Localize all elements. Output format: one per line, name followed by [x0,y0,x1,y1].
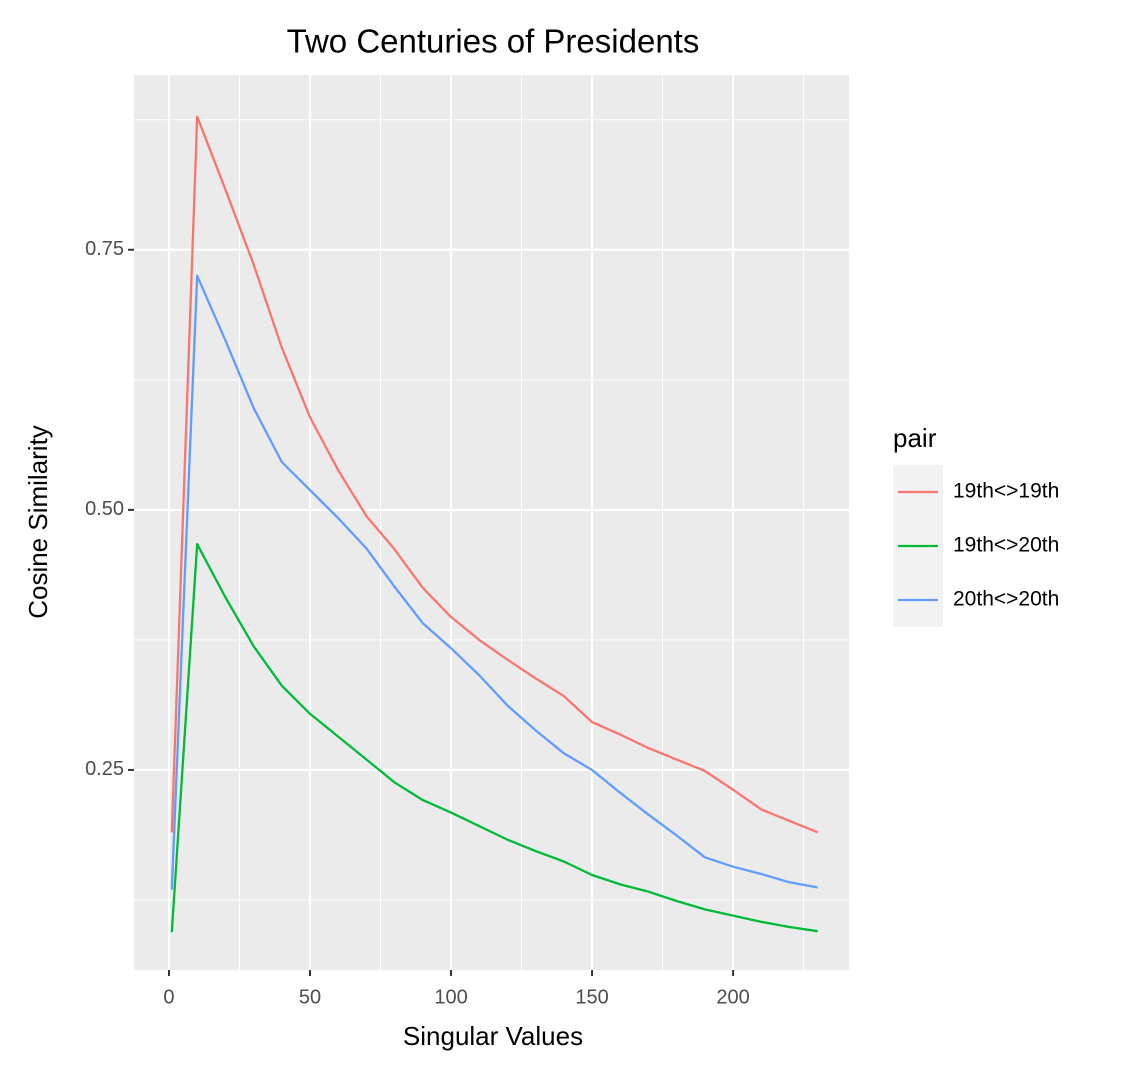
x-tick-label: 100 [434,986,467,1008]
legend-title: pair [893,423,937,453]
grid [134,75,849,970]
y-tick-label: 0.25 [85,758,124,780]
x-axis-title: Singular Values [403,1021,583,1051]
legend-label: 19th<>20th [953,534,1059,557]
panel [134,75,849,970]
series-line [170,115,819,834]
y-tick-label: 0.75 [85,238,124,260]
x-tick-label: 50 [299,986,321,1008]
y-axis-title: Cosine Similarity [23,425,53,619]
legend-label: 20th<>20th [953,588,1059,611]
x-tick-label: 200 [716,986,749,1008]
marks [170,115,819,933]
y-tick-label: 0.50 [85,498,124,520]
series-line [170,543,818,933]
x-tick-label: 0 [163,986,174,1008]
series-line [170,274,818,890]
legend-label: 19th<>19th [953,480,1059,503]
chart-title: Two Centuries of Presidents [287,23,700,60]
x-tick-label: 150 [575,986,608,1008]
